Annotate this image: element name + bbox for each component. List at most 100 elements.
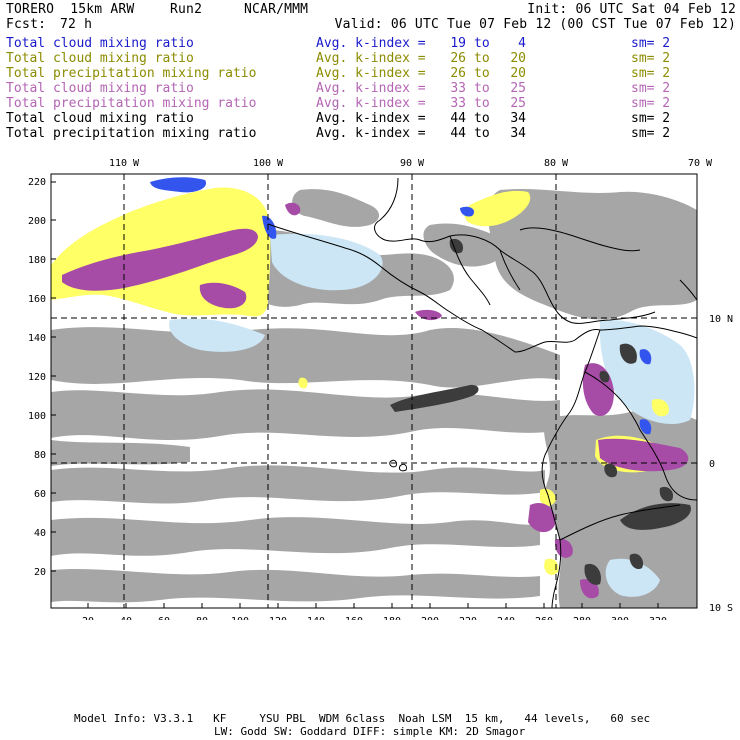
lat-label: 0	[709, 459, 715, 470]
legend-avg-label: Avg. k-index =	[316, 81, 426, 96]
legend-range-high: 44	[450, 126, 466, 141]
x-tick-label: 200	[421, 616, 439, 620]
border-line	[584, 371, 641, 431]
legend-range-high: 19	[450, 36, 466, 51]
dark-cloud-patch	[659, 486, 674, 502]
cloud-patch	[651, 398, 669, 417]
y-tick-label: 160	[28, 294, 46, 305]
precip-patch	[285, 202, 301, 216]
latitude-labels: 10 N 0 10 S	[709, 314, 733, 614]
legend-range-high: 44	[450, 111, 466, 126]
cloud-patch	[544, 558, 559, 575]
legend-range-low: 4	[518, 36, 526, 51]
legend-range-to: to	[474, 66, 490, 81]
legend-range-to: to	[474, 51, 490, 66]
legend-field: Total precipitation mixing ratio	[6, 126, 257, 141]
legend-range-low: 34	[510, 111, 526, 126]
org-label: NCAR/MMM	[244, 2, 309, 17]
dark-cloud-patch	[449, 238, 464, 254]
legend-row: Total cloud mixing ratio Avg. k-index = …	[6, 81, 736, 96]
cloud-patch	[298, 377, 308, 389]
map-frame	[50, 173, 698, 609]
legend-range-low: 25	[510, 81, 526, 96]
dark-cloud-patch	[599, 370, 610, 383]
model-name: TORERO 15km ARW	[6, 2, 135, 17]
legend-smoothing: sm= 2	[631, 51, 671, 66]
legend-field: Total precipitation mixing ratio	[6, 66, 257, 81]
lon-label: 110 W	[109, 158, 140, 169]
x-tick-label: 40	[120, 616, 132, 620]
y-tick-label: 180	[28, 255, 46, 266]
dark-cloud-patch	[604, 463, 618, 478]
physics-info: LW: Godd SW: Goddard DIFF: simple KM: 2D…	[214, 725, 526, 738]
legend-field: Total cloud mixing ratio	[6, 51, 194, 66]
border-line	[559, 504, 681, 541]
precip-patch	[554, 538, 573, 558]
x-tick-label: 180	[383, 616, 401, 620]
south-america-north-coast	[599, 325, 697, 339]
run-label: Run2	[170, 2, 203, 17]
legend-field: Total cloud mixing ratio	[6, 81, 194, 96]
y-tick-label: 200	[28, 216, 46, 227]
lat-label: 10 S	[709, 603, 733, 614]
legend-smoothing: sm= 2	[631, 36, 671, 51]
legend-range-to: to	[474, 126, 490, 141]
legend-range-to: to	[474, 96, 490, 111]
legend-row: Total precipitation mixing ratio Avg. k-…	[6, 96, 736, 111]
forecast-hour: 72 h	[60, 17, 93, 32]
gray-cloud-field	[51, 189, 697, 608]
blue-cloud-field	[150, 177, 652, 435]
lon-label: 90 W	[400, 158, 425, 169]
legend-avg-label: Avg. k-index =	[316, 51, 426, 66]
cloud-patch	[639, 349, 652, 365]
cloud-patch	[150, 177, 207, 193]
lon-label: 70 W	[688, 158, 713, 169]
forecast-map: 110 W 100 W 90 W 80 W 70 W 10 N 0 10 S 2…	[28, 158, 733, 620]
legend-row: Total precipitation mixing ratio Avg. k-…	[6, 66, 736, 81]
precip-patch	[199, 282, 247, 309]
legend-range-low: 34	[510, 126, 526, 141]
legend-range-low: 20	[510, 66, 526, 81]
legend-field: Total cloud mixing ratio	[6, 36, 194, 51]
dark-cloud-patch	[629, 553, 644, 570]
x-tick-label: 120	[269, 616, 287, 620]
legend-avg-label: Avg. k-index =	[316, 111, 426, 126]
cloud-band	[423, 223, 505, 267]
legend-avg-label: Avg. k-index =	[316, 96, 426, 111]
central-america-pacific-coast	[267, 223, 601, 353]
legend-field: Total precipitation mixing ratio	[6, 96, 257, 111]
legend-range-to: to	[474, 111, 490, 126]
legend-row: Total precipitation mixing ratio Avg. k-…	[6, 126, 736, 141]
legend-range-high: 33	[450, 96, 466, 111]
legend-row: Total cloud mixing ratio Avg. k-index = …	[6, 111, 736, 126]
cloud-patch	[270, 233, 383, 291]
x-tick-label: 220	[459, 616, 477, 620]
legend-row: Total cloud mixing ratio Avg. k-index = …	[6, 36, 736, 51]
y-tick-label: 60	[34, 489, 46, 500]
x-axis: 20 40 60 80 100 120 140 160 180 200 220 …	[82, 603, 667, 620]
x-tick-label: 240	[497, 616, 515, 620]
x-tick-label: 100	[231, 616, 249, 620]
cloud-patch	[169, 318, 265, 352]
x-tick-label: 80	[196, 616, 208, 620]
y-tick-label: 120	[28, 372, 46, 383]
x-tick-label: 320	[649, 616, 667, 620]
legend-avg-label: Avg. k-index =	[316, 126, 426, 141]
x-tick-label: 260	[535, 616, 553, 620]
cloud-band	[51, 517, 540, 556]
y-axis: 220 200 180 160 140 120 100 80 60 40 20	[28, 177, 56, 578]
y-tick-label: 140	[28, 333, 46, 344]
lat-lon-grid	[51, 174, 697, 608]
forecast-label: Fcst:	[6, 17, 47, 32]
lat-label: 10 N	[709, 314, 733, 325]
legend-field: Total cloud mixing ratio	[6, 111, 194, 126]
border-line	[499, 249, 521, 291]
caribbean-island-coast	[519, 227, 641, 252]
init-time: Init: 06 UTC Sat 04 Feb 12	[527, 2, 736, 17]
legend-range-high: 26	[450, 66, 466, 81]
y-tick-label: 20	[34, 567, 46, 578]
cloud-band	[488, 189, 697, 320]
cloud-patch	[464, 190, 531, 227]
legend-range-to: to	[474, 81, 490, 96]
legend-range-low: 25	[510, 96, 526, 111]
